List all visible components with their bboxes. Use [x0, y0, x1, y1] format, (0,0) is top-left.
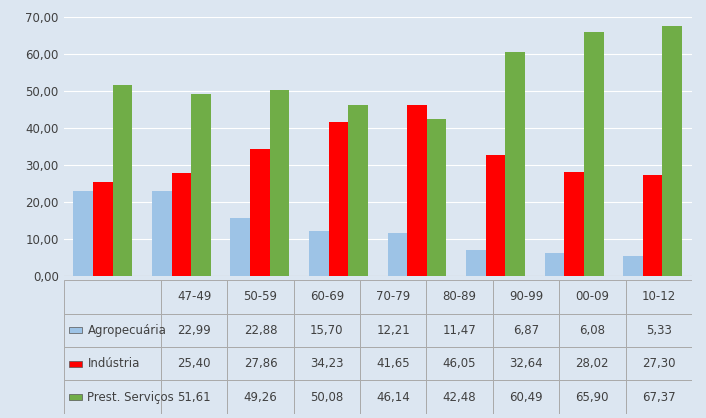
Text: 70-79: 70-79	[376, 290, 410, 303]
Text: 41,65: 41,65	[376, 357, 410, 370]
Text: 10-12: 10-12	[642, 290, 676, 303]
Text: Prest. Serviços: Prest. Serviços	[88, 390, 174, 404]
Text: 22,99: 22,99	[177, 324, 211, 337]
Text: 50-59: 50-59	[244, 290, 277, 303]
Text: 27,30: 27,30	[642, 357, 676, 370]
Bar	[493, 347, 559, 380]
Bar	[493, 314, 559, 347]
Text: 32,64: 32,64	[509, 357, 543, 370]
Bar	[486, 155, 505, 276]
Bar	[559, 347, 626, 380]
Bar	[64, 347, 161, 380]
Bar	[294, 280, 360, 314]
Text: 00-09: 00-09	[575, 290, 609, 303]
Bar	[348, 105, 368, 276]
Bar	[309, 231, 328, 276]
Bar	[623, 256, 642, 276]
Bar	[68, 327, 83, 333]
Bar	[64, 314, 161, 347]
Text: Indústria: Indústria	[88, 357, 140, 370]
Text: 34,23: 34,23	[310, 357, 344, 370]
Text: 11,47: 11,47	[443, 324, 477, 337]
Bar	[161, 380, 227, 414]
Bar	[294, 314, 360, 347]
Bar	[227, 280, 294, 314]
Bar	[68, 394, 83, 400]
Bar	[64, 380, 161, 414]
Bar	[642, 175, 662, 276]
Bar	[294, 380, 360, 414]
Text: 15,70: 15,70	[310, 324, 344, 337]
Bar	[564, 172, 584, 276]
Bar	[161, 314, 227, 347]
Bar	[388, 233, 407, 276]
Bar	[191, 94, 211, 276]
Bar	[328, 122, 348, 276]
Bar	[161, 280, 227, 314]
Text: 6,87: 6,87	[513, 324, 539, 337]
Bar	[584, 32, 604, 276]
Text: 80-89: 80-89	[443, 290, 477, 303]
Bar	[172, 173, 191, 276]
Bar	[493, 280, 559, 314]
Text: 49,26: 49,26	[244, 390, 277, 404]
Text: 28,02: 28,02	[575, 357, 609, 370]
Text: 6,08: 6,08	[580, 324, 605, 337]
Bar	[227, 347, 294, 380]
Bar	[227, 380, 294, 414]
Bar	[493, 380, 559, 414]
Bar	[64, 280, 161, 314]
Bar	[227, 314, 294, 347]
Text: 67,37: 67,37	[642, 390, 676, 404]
Bar	[426, 380, 493, 414]
Bar	[68, 361, 83, 367]
Text: 25,40: 25,40	[177, 357, 211, 370]
Bar	[505, 52, 525, 276]
Bar	[230, 218, 250, 276]
Text: 42,48: 42,48	[443, 390, 477, 404]
Bar	[407, 105, 427, 276]
Bar	[559, 380, 626, 414]
Bar	[360, 347, 426, 380]
Bar	[250, 149, 270, 276]
Bar	[626, 347, 692, 380]
Bar	[161, 347, 227, 380]
Bar	[427, 119, 446, 276]
Text: 5,33: 5,33	[646, 324, 671, 337]
Bar	[626, 280, 692, 314]
Bar	[426, 314, 493, 347]
Bar	[559, 280, 626, 314]
Bar	[426, 280, 493, 314]
Bar	[426, 347, 493, 380]
Bar	[662, 26, 682, 276]
Text: 60,49: 60,49	[509, 390, 543, 404]
Text: 12,21: 12,21	[376, 324, 410, 337]
Bar	[466, 250, 486, 276]
Text: 90-99: 90-99	[509, 290, 543, 303]
Bar	[270, 90, 289, 276]
Text: 65,90: 65,90	[575, 390, 609, 404]
Text: 60-69: 60-69	[310, 290, 344, 303]
Bar	[544, 253, 564, 276]
Bar	[360, 380, 426, 414]
Text: 22,88: 22,88	[244, 324, 277, 337]
Text: 47-49: 47-49	[177, 290, 211, 303]
Bar	[626, 314, 692, 347]
Bar	[360, 314, 426, 347]
Bar	[93, 182, 113, 276]
Bar	[73, 191, 93, 276]
Bar	[152, 191, 172, 276]
Bar	[294, 347, 360, 380]
Bar	[559, 314, 626, 347]
Bar	[360, 280, 426, 314]
Text: Agropecuária: Agropecuária	[88, 324, 167, 337]
Text: 46,14: 46,14	[376, 390, 410, 404]
Text: 46,05: 46,05	[443, 357, 477, 370]
Bar	[113, 85, 132, 276]
Text: 51,61: 51,61	[177, 390, 211, 404]
Text: 27,86: 27,86	[244, 357, 277, 370]
Bar	[626, 380, 692, 414]
Text: 50,08: 50,08	[310, 390, 344, 404]
